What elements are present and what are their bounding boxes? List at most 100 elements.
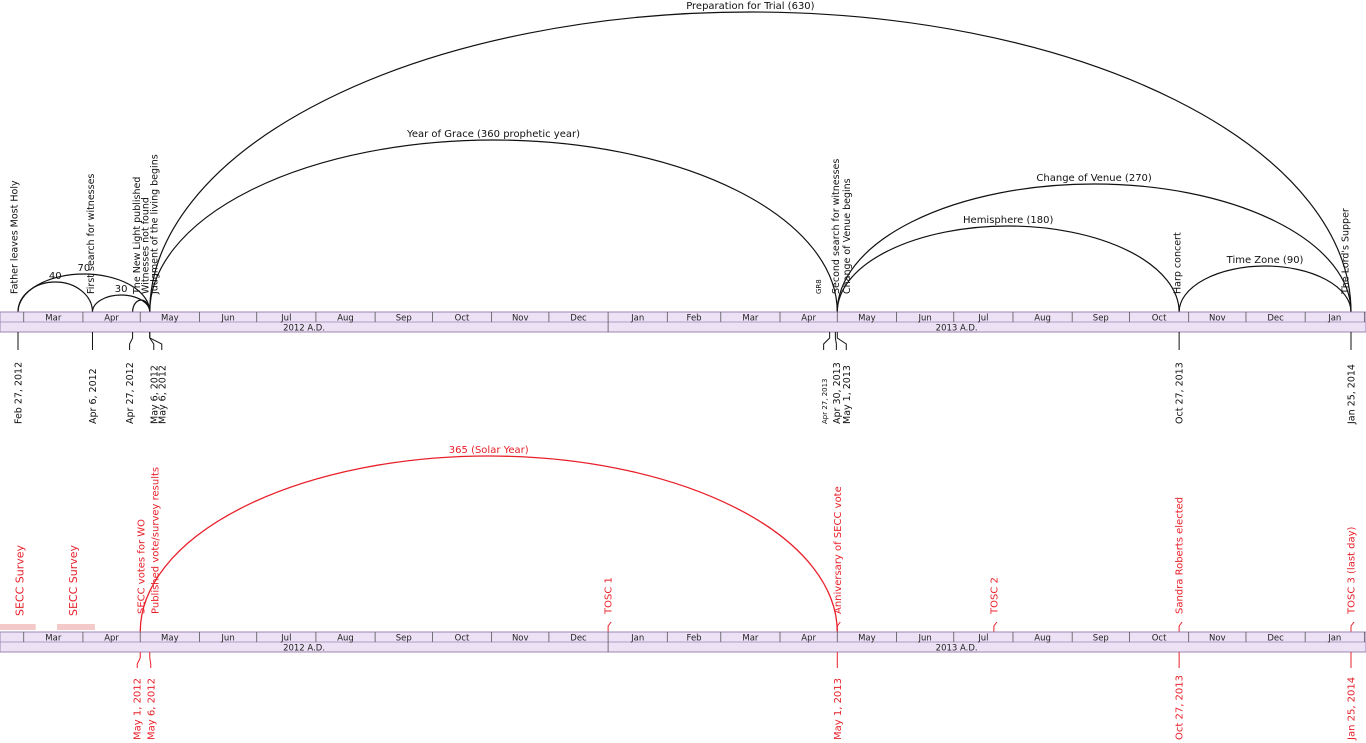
top-dates-layer: Feb 27, 2012 Apr 6, 2012 Apr 27, 2012 May 6… xyxy=(14,332,1358,425)
month-label: May xyxy=(858,314,876,324)
event-label: TOSC 3 (last day) xyxy=(1347,526,1358,615)
month-label: May xyxy=(858,634,876,644)
top-arcs-layer: Preparation for Trial (630) Year of Grace… xyxy=(17,1,1352,313)
month-label: Aug xyxy=(337,314,354,324)
month-label: Nov xyxy=(1209,314,1226,324)
duration-arc xyxy=(149,11,1352,313)
month-label: Dec xyxy=(1267,314,1284,324)
event-label: Second search for witnesses xyxy=(831,159,842,294)
event-label: SECC Survey xyxy=(14,544,27,616)
bottom-timeline-axis: Mar Apr May Jun Jul Aug Sep Oct Nov Dec Jan Feb Mar A… xyxy=(0,631,1366,654)
date-label: Jan 25, 2014 xyxy=(1347,364,1358,425)
month-label: Sep xyxy=(396,634,412,644)
duration-arc xyxy=(131,299,151,313)
date-label: May 1, 2013 xyxy=(833,678,844,740)
month-label: Jun xyxy=(220,634,234,644)
duration-arc xyxy=(91,294,151,313)
event-label: GR8 xyxy=(815,279,823,294)
month-label: Apr xyxy=(801,634,816,644)
month-label: Aug xyxy=(1034,314,1051,324)
event-label: Sandra Roberts elected xyxy=(1175,497,1186,614)
month-label: Apr xyxy=(801,314,816,324)
event-leader xyxy=(993,621,998,632)
event-leader xyxy=(607,621,612,632)
date-label: Apr 6, 2012 xyxy=(88,368,99,424)
date-label: May 1, 2012 xyxy=(133,678,144,740)
month-label: Jul xyxy=(280,634,291,644)
month-label: Aug xyxy=(337,634,354,644)
arc-label: Change of Venue (270) xyxy=(1036,173,1151,184)
month-label: May xyxy=(161,634,179,644)
date-label: Oct 27, 2013 xyxy=(1175,362,1186,424)
date-label: Apr 27, 2013 xyxy=(821,378,829,424)
date-leader xyxy=(129,332,134,350)
event-label: Judgment of the living begins xyxy=(149,154,160,295)
date-label: Apr 30, 2013 xyxy=(832,362,843,424)
bottom-arcs-layer: 365 (Solar Year) xyxy=(139,445,838,633)
event-label: SECC votes for WO xyxy=(137,519,148,614)
date-leader xyxy=(823,332,831,350)
month-label: Nov xyxy=(512,634,529,644)
month-label: Jul xyxy=(280,314,291,324)
arc-label: Year of Grace (360 prophetic year) xyxy=(406,129,580,140)
duration-arc xyxy=(139,455,838,633)
month-label: Jun xyxy=(220,314,234,324)
date-leader xyxy=(136,652,141,668)
date-leader xyxy=(149,332,155,350)
month-label: Dec xyxy=(1267,634,1284,644)
month-label: Jan xyxy=(630,634,644,644)
arc-label: Preparation for Trial (630) xyxy=(686,1,814,12)
date-leader xyxy=(836,332,847,350)
event-label: The Lord's Supper xyxy=(1341,208,1352,295)
month-label: Jan xyxy=(1327,314,1341,324)
event-label: Anniversary of SECC vote xyxy=(833,486,844,614)
date-leader xyxy=(149,652,152,668)
survey-period-bar xyxy=(56,624,95,630)
month-label: Jan xyxy=(1327,634,1341,644)
event-label: TOSC 1 xyxy=(604,577,615,615)
arc-label: Hemisphere (180) xyxy=(963,215,1053,226)
year-label: 2013 A.D. xyxy=(936,644,978,654)
arc-label: Time Zone (90) xyxy=(1226,255,1304,266)
month-label: Jan xyxy=(630,314,644,324)
event-label: SECC Survey xyxy=(67,544,80,616)
month-label: Feb xyxy=(687,314,702,324)
event-leader xyxy=(836,621,841,632)
year-label: 2013 A.D. xyxy=(936,324,978,334)
date-leader xyxy=(149,332,163,350)
duration-arc xyxy=(17,281,94,313)
year-label: 2012 A.D. xyxy=(283,324,325,334)
event-label: Harp concert xyxy=(1173,232,1184,294)
date-label: May 6, 2012 xyxy=(149,365,160,424)
date-label: Oct 27, 2013 xyxy=(1175,675,1186,740)
month-label: Apr xyxy=(104,634,119,644)
date-label: May 6, 2012 xyxy=(146,678,157,740)
month-label: Jul xyxy=(977,314,988,324)
top-events-layer: Father leaves Most Holy First search for … xyxy=(10,154,1352,295)
bottom-events-layer: SECC Survey SECC Survey SECC votes for WO P… xyxy=(0,467,1358,632)
arc-label: 40 xyxy=(49,271,62,282)
month-label: Nov xyxy=(1209,634,1226,644)
month-label: Nov xyxy=(512,314,529,324)
date-label: May 1, 2013 xyxy=(842,365,853,424)
duration-arc xyxy=(149,139,838,313)
month-label: Apr xyxy=(104,314,119,324)
survey-period-bar xyxy=(0,624,36,630)
event-label: The New Light published xyxy=(132,177,143,295)
duration-arc xyxy=(1178,265,1352,313)
event-label: First search for witnesses xyxy=(86,174,97,294)
arc-label: 365 (Solar Year) xyxy=(449,445,529,456)
month-label: Mar xyxy=(45,634,62,644)
month-label: Jun xyxy=(917,314,931,324)
month-label: Mar xyxy=(742,314,759,324)
event-label: Change of Venue begins xyxy=(842,178,853,294)
arc-label: 30 xyxy=(115,284,128,295)
date-label: Apr 27, 2012 xyxy=(125,362,136,424)
month-label: Sep xyxy=(1093,314,1109,324)
month-label: Sep xyxy=(1093,634,1109,644)
duration-arc xyxy=(836,183,1352,313)
month-label: Feb xyxy=(687,634,702,644)
month-label: Dec xyxy=(570,314,587,324)
top-timeline-axis: Mar Apr May Jun Jul Aug Sep Oct Nov Dec Jan Feb Mar A… xyxy=(0,311,1366,334)
